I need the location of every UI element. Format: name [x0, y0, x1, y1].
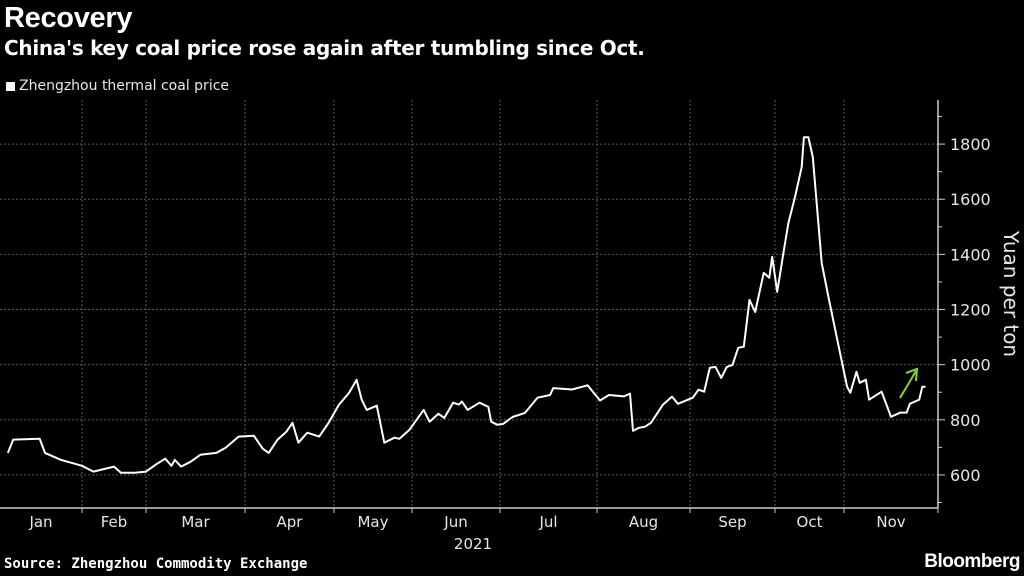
x-tick-label: Aug	[629, 513, 658, 531]
x-tick-label: Feb	[101, 513, 128, 531]
arrow-head-icon	[905, 367, 919, 382]
bloomberg-logo: Bloomberg	[924, 551, 1020, 572]
y-tick-label: 1200	[950, 301, 991, 320]
y-tick-label: 600	[950, 466, 981, 485]
legend-label: Zhengzhou thermal coal price	[19, 78, 230, 94]
x-tick-label: Apr	[277, 513, 304, 531]
chart-title: Recovery	[4, 2, 133, 34]
chart-subtitle: China's key coal price rose again after …	[4, 36, 645, 60]
source-note: Source: Zhengzhou Commodity Exchange	[4, 556, 308, 572]
x-tick-label: Jan	[28, 513, 52, 531]
y-tick-label: 1000	[950, 356, 991, 375]
x-year-label: 2021	[454, 535, 492, 553]
x-tick-label: Jul	[538, 513, 557, 531]
y-tick-label: 1800	[950, 135, 991, 154]
arrow-up-icon	[899, 370, 917, 399]
y-tick-label: 1400	[950, 245, 991, 264]
x-tick-label: Oct	[797, 513, 823, 531]
y-axis-label: Yuan per ton	[999, 230, 1023, 357]
x-tick-label: Mar	[181, 513, 210, 531]
y-tick-label: 1600	[950, 190, 991, 209]
legend: Zhengzhou thermal coal price	[6, 78, 229, 94]
y-tick-label: 800	[950, 411, 981, 430]
x-tick-label: May	[357, 513, 388, 531]
x-tick-label: Sep	[718, 513, 746, 531]
series-line-zhengzhou-coal	[6, 136, 926, 474]
x-tick-label: Nov	[876, 513, 905, 531]
x-tick-label: Jun	[443, 513, 467, 531]
legend-swatch	[6, 81, 15, 91]
